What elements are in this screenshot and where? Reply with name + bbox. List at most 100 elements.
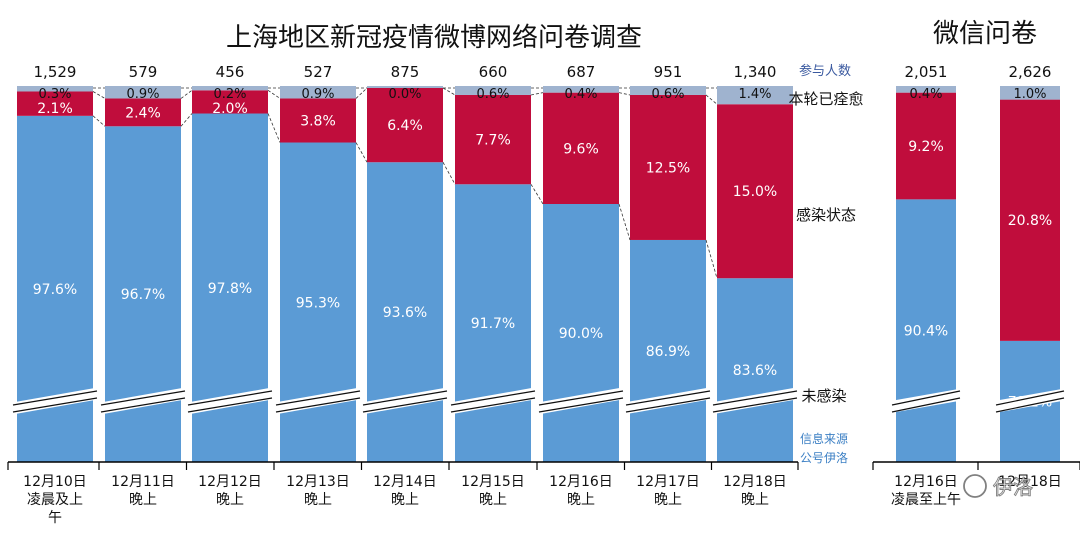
weibo-connector-line — [355, 87, 368, 99]
weibo-category-label: 12月11日 — [111, 474, 175, 490]
weibo-participants-count: 687 — [567, 63, 596, 81]
weibo-axis-break-line — [275, 397, 361, 413]
weibo-label-infected: 6.4% — [387, 118, 423, 134]
weibo-bar-uninfected — [717, 278, 793, 462]
weibo-label-infected: 2.0% — [212, 101, 248, 117]
weibo-label-infected: 3.8% — [300, 113, 336, 129]
weibo-label-recovered: 0.2% — [213, 87, 246, 102]
weibo-category-label: 晚上 — [304, 492, 332, 508]
weibo-label-recovered: 0.3% — [38, 87, 71, 102]
infected-label: 感染状态 — [796, 206, 856, 224]
weibo-bar-uninfected — [455, 184, 531, 462]
weibo-bar-infected — [280, 98, 356, 143]
wechat-bar-recovered — [1000, 86, 1060, 100]
weibo-connector-line — [267, 89, 281, 99]
weibo-category-label: 12月18日 — [723, 474, 787, 490]
weibo-category-label: 12月13日 — [286, 474, 350, 490]
wechat-category-label: 12月16日 — [894, 474, 958, 490]
wechat-category-label: 凌晨至上午 — [891, 492, 961, 508]
weibo-axis-break-line — [12, 390, 98, 406]
weibo-label-uninfected: 83.6% — [733, 363, 777, 379]
weibo-bar-recovered — [543, 86, 619, 93]
weibo-category-label: 12月15日 — [461, 474, 525, 490]
wechat-label-recovered: 0.4% — [909, 87, 942, 102]
wechat-label-infected: 20.8% — [1008, 213, 1052, 229]
weibo-bar-recovered — [17, 86, 93, 92]
weibo-connector-line — [92, 115, 106, 127]
weibo-label-uninfected: 96.7% — [121, 287, 165, 303]
weibo-category-label: 晚上 — [479, 492, 507, 508]
weibo-bar-uninfected — [630, 239, 706, 462]
wechat-axis-break-line — [995, 397, 1065, 413]
weibo-axis-break-line — [187, 397, 273, 413]
weibo-label-uninfected: 97.8% — [208, 281, 252, 297]
weibo-bar-infected — [17, 91, 93, 116]
weibo-label-infected: 2.1% — [37, 101, 73, 117]
source-label-line2: 公号伊洛 — [800, 450, 848, 465]
weibo-label-uninfected: 91.7% — [471, 316, 515, 332]
watermark-text: 伊洛 — [993, 475, 1033, 499]
weibo-bar-recovered — [630, 86, 706, 95]
weibo-participants-count: 1,340 — [734, 63, 777, 81]
weibo-label-uninfected: 86.9% — [646, 344, 690, 360]
weibo-label-recovered: 0.6% — [651, 87, 684, 102]
weibo-bar-infected — [192, 90, 268, 114]
weibo-axis-break-line — [625, 390, 711, 406]
weibo-category-label: 晚上 — [391, 492, 419, 508]
weibo-connector-line — [180, 113, 193, 127]
weibo-label-infected: 12.5% — [646, 160, 690, 176]
weibo-participants-count: 1,529 — [34, 63, 77, 81]
weibo-category-label: 12月14日 — [373, 474, 437, 490]
weibo-connector-line — [705, 239, 718, 279]
wechat-bar-infected — [896, 92, 956, 200]
wechat-logo-icon — [963, 474, 987, 498]
weibo-label-recovered: 0.6% — [476, 87, 509, 102]
weibo-label-uninfected: 95.3% — [296, 295, 340, 311]
wechat-participants-count: 2,626 — [1009, 63, 1052, 81]
weibo-label-uninfected: 90.0% — [559, 326, 603, 342]
weibo-bar-recovered — [367, 86, 443, 89]
weibo-bar-infected — [455, 94, 531, 185]
weibo-connector-line — [180, 89, 193, 99]
weibo-category-label: 12月12日 — [198, 474, 262, 490]
weibo-connector-line — [442, 162, 456, 185]
weibo-category-label: 午 — [48, 510, 62, 526]
weibo-bar-recovered — [280, 86, 356, 99]
weibo-connector-line — [530, 92, 544, 96]
weibo-bar-recovered — [717, 86, 793, 105]
weibo-connector-line — [705, 94, 718, 105]
weibo-category-label: 12月17日 — [636, 474, 700, 490]
weibo-axis-break-line — [100, 390, 186, 406]
weibo-bar-infected — [630, 94, 706, 240]
wechat-chart-title: 微信问卷 — [933, 19, 1037, 49]
weibo-axis-break-line — [12, 397, 98, 413]
weibo-label-infected: 9.6% — [563, 141, 599, 157]
weibo-category-label: 晚上 — [741, 492, 769, 508]
wechat-bar-uninfected — [896, 199, 956, 463]
weibo-bar-recovered — [192, 86, 268, 91]
wechat-label-infected: 9.2% — [908, 139, 944, 155]
weibo-label-recovered: 0.9% — [301, 87, 334, 102]
weibo-label-recovered: 0.9% — [126, 87, 159, 102]
weibo-label-recovered: 1.4% — [738, 87, 771, 102]
weibo-connector-line — [530, 184, 544, 205]
weibo-axis-break-line — [538, 397, 624, 413]
weibo-axis-break-line — [100, 397, 186, 413]
wechat-category-label: 12月18日 — [998, 474, 1062, 490]
wechat-participants-count: 2,051 — [905, 63, 948, 81]
weibo-axis-break-line — [712, 397, 798, 413]
weibo-participants-count: 456 — [216, 63, 245, 81]
weibo-label-uninfected: 97.6% — [33, 282, 77, 298]
weibo-axis-break-line — [187, 390, 273, 406]
weibo-label-infected: 2.4% — [125, 105, 161, 121]
weibo-label-infected: 15.0% — [733, 184, 777, 200]
weibo-connector-line — [618, 203, 631, 241]
source-label-line1: 信息来源 — [800, 431, 848, 446]
weibo-axis-break-line — [362, 397, 448, 413]
weibo-axis-break-line — [625, 397, 711, 413]
weibo-participants-count: 875 — [391, 63, 420, 81]
wechat-label-uninfected: 90.4% — [904, 324, 948, 340]
weibo-category-label: 晚上 — [129, 492, 157, 508]
weibo-bar-infected — [367, 88, 443, 163]
